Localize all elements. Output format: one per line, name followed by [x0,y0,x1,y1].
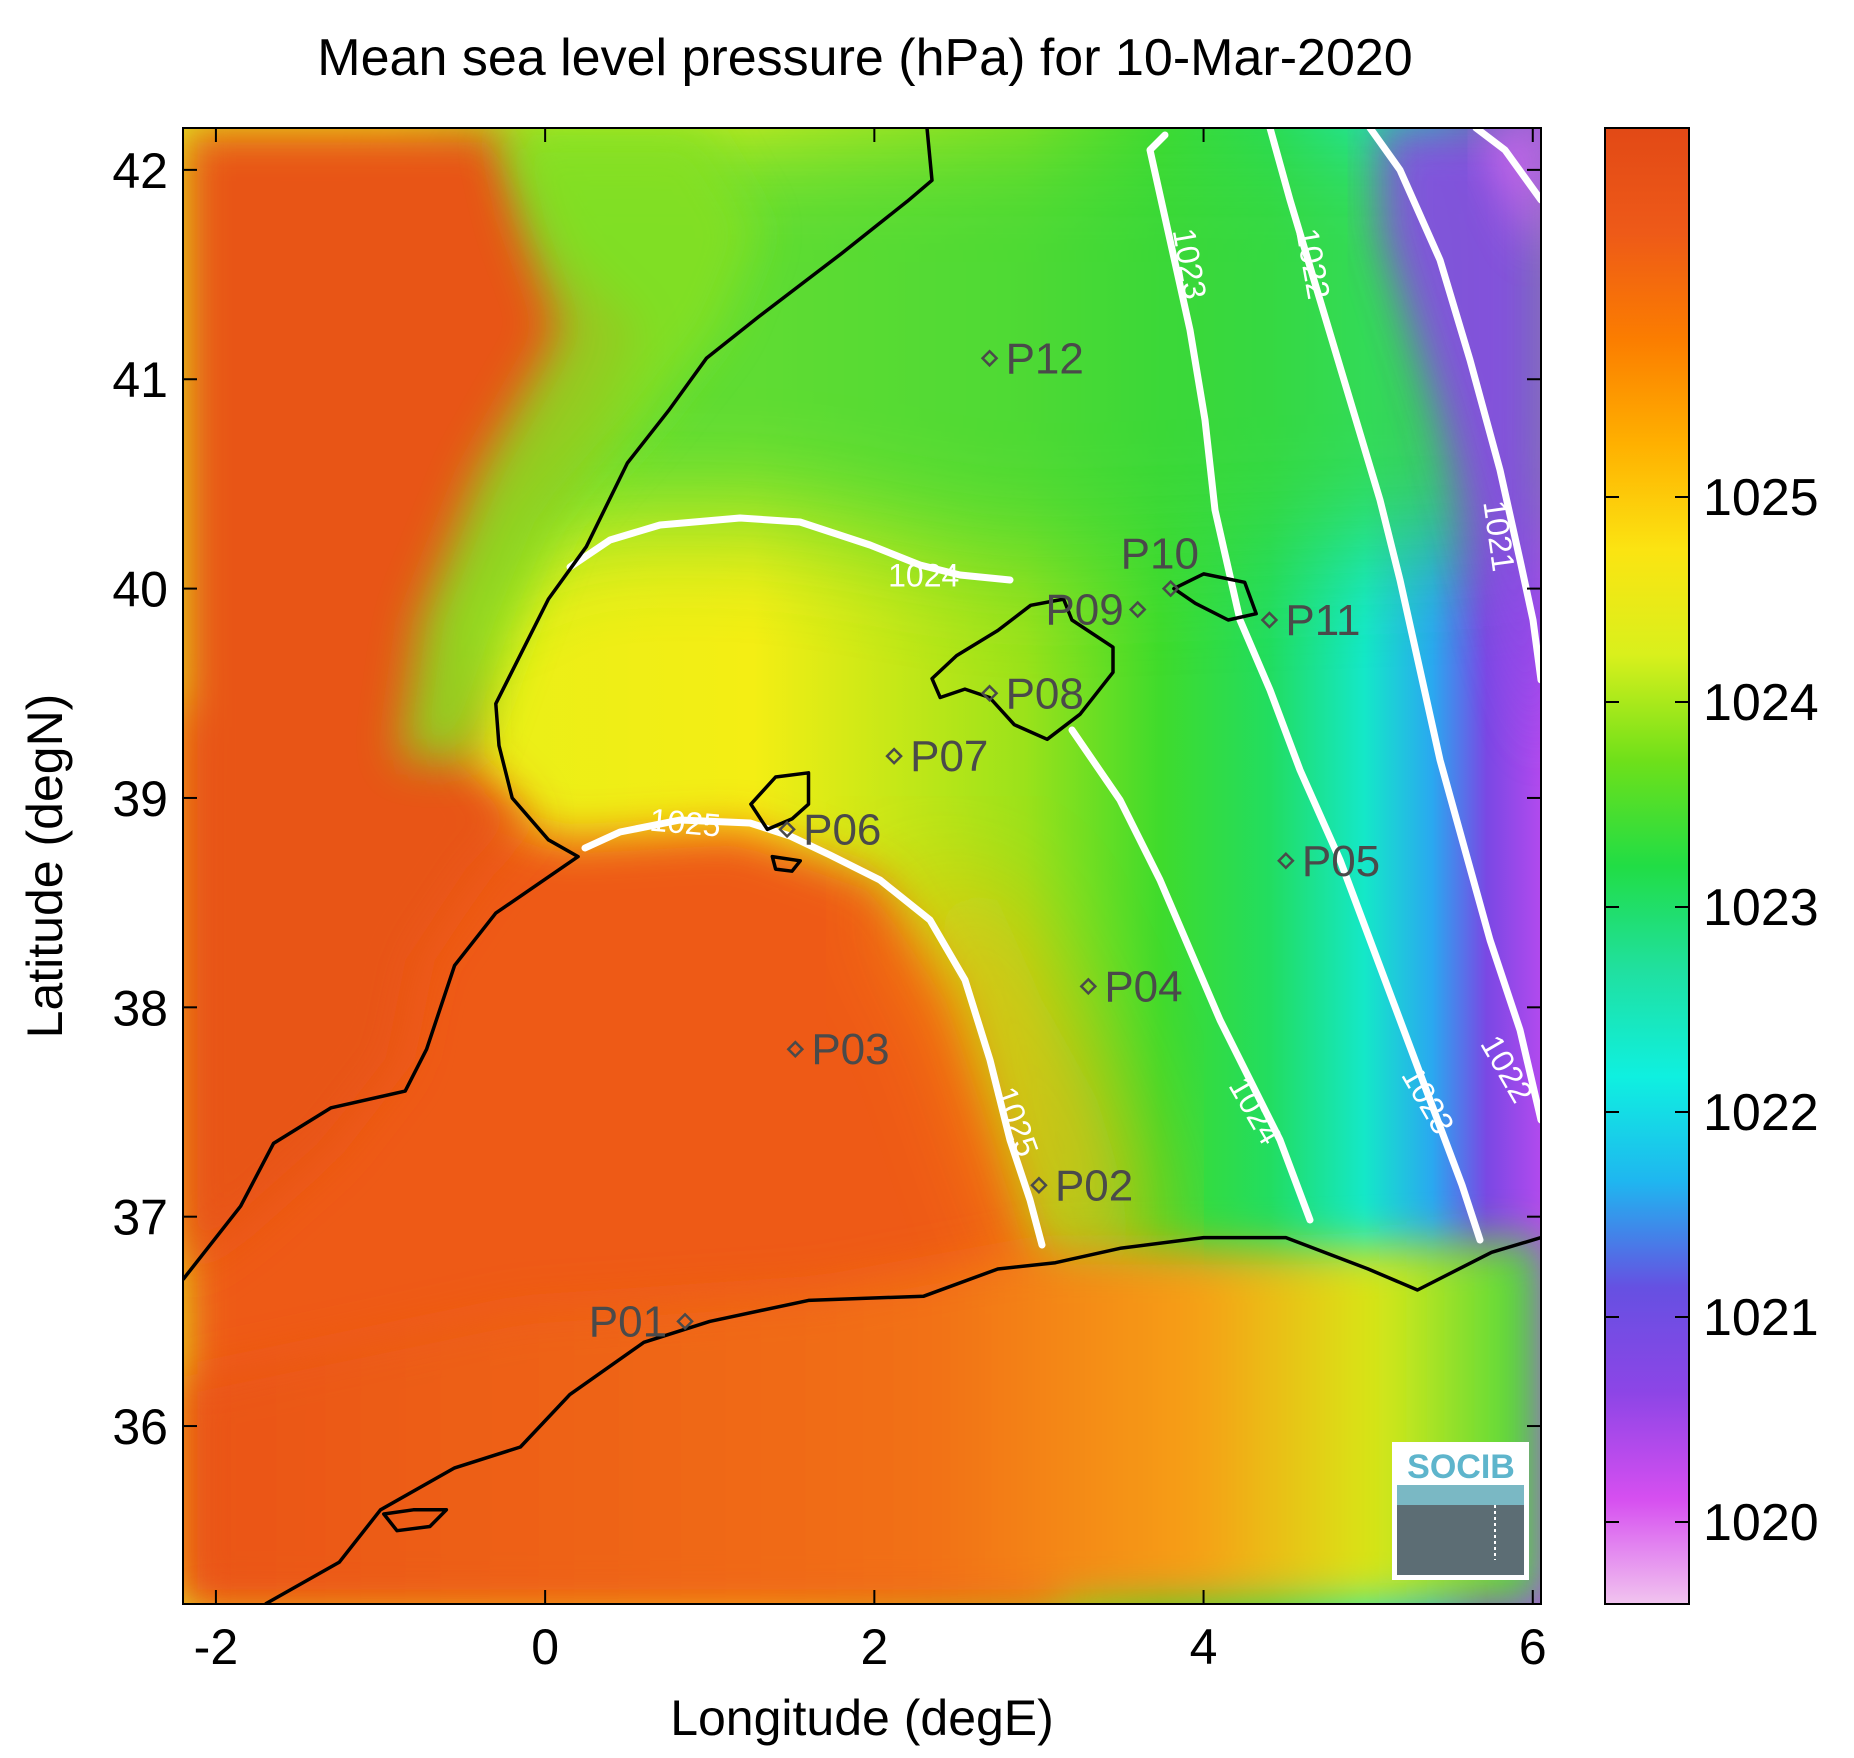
y-tick-label: 42 [112,143,168,199]
station-marker-icon [1079,977,1098,996]
x-axis-label: Longitude (degE) [670,1690,1054,1746]
isobar-1024-south [1068,726,1314,1224]
isobar-1023 [1146,131,1484,1244]
station-P09[interactable]: P09 [1045,586,1147,635]
station-label: P02 [1055,1161,1133,1210]
coastline-alboran [382,1508,449,1533]
y-axis-ticks: 36 37 38 39 40 41 42 [112,143,1541,1455]
station-label: P09 [1045,586,1123,635]
coastlines [183,128,1541,1604]
station-P05[interactable]: P05 [1277,837,1380,886]
isobar-1024-north [566,514,1014,584]
colorbar [1604,127,1690,1605]
coastline-ibiza [749,771,811,832]
station-marker-icon [980,684,999,703]
map-frame [182,127,1542,1605]
x-tick-label: -2 [194,1619,238,1675]
coastline-mallorca [930,597,1115,742]
socib-logo-text: SOCIB [1407,1448,1515,1486]
isobar-1021 [1366,128,1541,684]
coastline-formentera [770,854,803,873]
colorbar-tick-label: 1021 [1703,1289,1819,1347]
station-marker-icon [980,349,999,368]
y-tick-label: 36 [112,1399,168,1455]
colorbar-ticks: 1020 1021 1022 1023 1024 1025 [1605,469,1819,1552]
x-tick-label: 6 [1519,1619,1547,1675]
station-P07[interactable]: P07 [885,732,988,781]
map-title: Mean sea level pressure (hPa) for 10-Mar… [317,29,1412,87]
iberia-green-fringe [400,128,760,760]
x-axis-ticks: -2 0 2 4 6 [194,128,1547,1675]
colorbar-tick-label: 1025 [1703,469,1819,527]
station-marker-icon [1277,851,1295,870]
station-P02[interactable]: P02 [1030,1161,1133,1210]
station-marker-icon [1260,611,1279,629]
y-tick-label: 37 [112,1190,168,1246]
x-tick-label: 0 [531,1619,559,1675]
coastline-african-coast [264,1235,1541,1604]
colorbar-tick-label: 1020 [1703,1494,1819,1552]
station-label: P05 [1302,837,1380,886]
isobar-label-1025: 1025 [648,802,722,844]
y-tick-label: 38 [112,980,168,1036]
socib-logo: SOCIB [1392,1442,1529,1580]
station-label: P10 [1121,530,1199,579]
y-tick-label: 40 [112,562,168,618]
station-P04[interactable]: P04 [1079,962,1183,1011]
colorbar-tick-label: 1022 [1703,1084,1819,1142]
north-east-low-region [1380,128,1541,760]
station-label: P12 [1006,334,1084,383]
isobar-label-1024: 1024 [888,558,959,594]
station-P01[interactable]: P01 [589,1297,694,1346]
station-label: P11 [1285,596,1360,645]
isobar-1020 [1472,128,1541,204]
isobar-1022 [1266,128,1541,1124]
y-tick-label: 39 [112,771,168,827]
station-label: P07 [910,732,988,781]
station-P08[interactable]: P08 [980,669,1084,718]
station-label: P03 [811,1025,889,1074]
isobars [566,128,1541,1249]
north-east-low-core [1480,128,1541,260]
station-marker-icon [786,1040,805,1058]
station-label: P04 [1104,962,1182,1011]
socib-logo-band [1397,1485,1524,1505]
station-marker-icon [778,820,796,839]
station-marker-icon [1161,579,1180,598]
coastline-iberian-coast [183,128,934,1281]
southern-transition [880,880,1150,1300]
station-marker-icon [885,747,903,765]
station-marker-icon [1128,600,1147,619]
x-tick-label: 2 [860,1619,888,1675]
y-axis-label: Latitude (degN) [17,694,73,1039]
station-P06[interactable]: P06 [778,805,881,854]
station-marker-icon [1030,1176,1048,1195]
station-P11[interactable]: P11 [1260,596,1360,645]
y-tick-label: 41 [112,352,168,408]
isobar-1025 [581,816,1046,1249]
colorbar-tick-label: 1023 [1703,879,1819,937]
stations: P01 P02 P03 P04 P05 P06 P07 P08 P09 P10 P11 P12 [589,334,1380,1346]
station-label: P01 [589,1297,667,1346]
station-P12[interactable]: P12 [980,334,1084,383]
station-marker-icon [676,1312,694,1331]
africa-land-field [183,1240,1541,1604]
colorbar-tick-label: 1024 [1703,674,1819,732]
station-P10[interactable]: P10 [1121,530,1199,598]
coastline-menorca [1172,572,1258,622]
station-P03[interactable]: P03 [786,1025,890,1074]
station-label: P08 [1006,669,1084,718]
station-label: P06 [803,805,881,854]
x-tick-label: 4 [1190,1619,1218,1675]
